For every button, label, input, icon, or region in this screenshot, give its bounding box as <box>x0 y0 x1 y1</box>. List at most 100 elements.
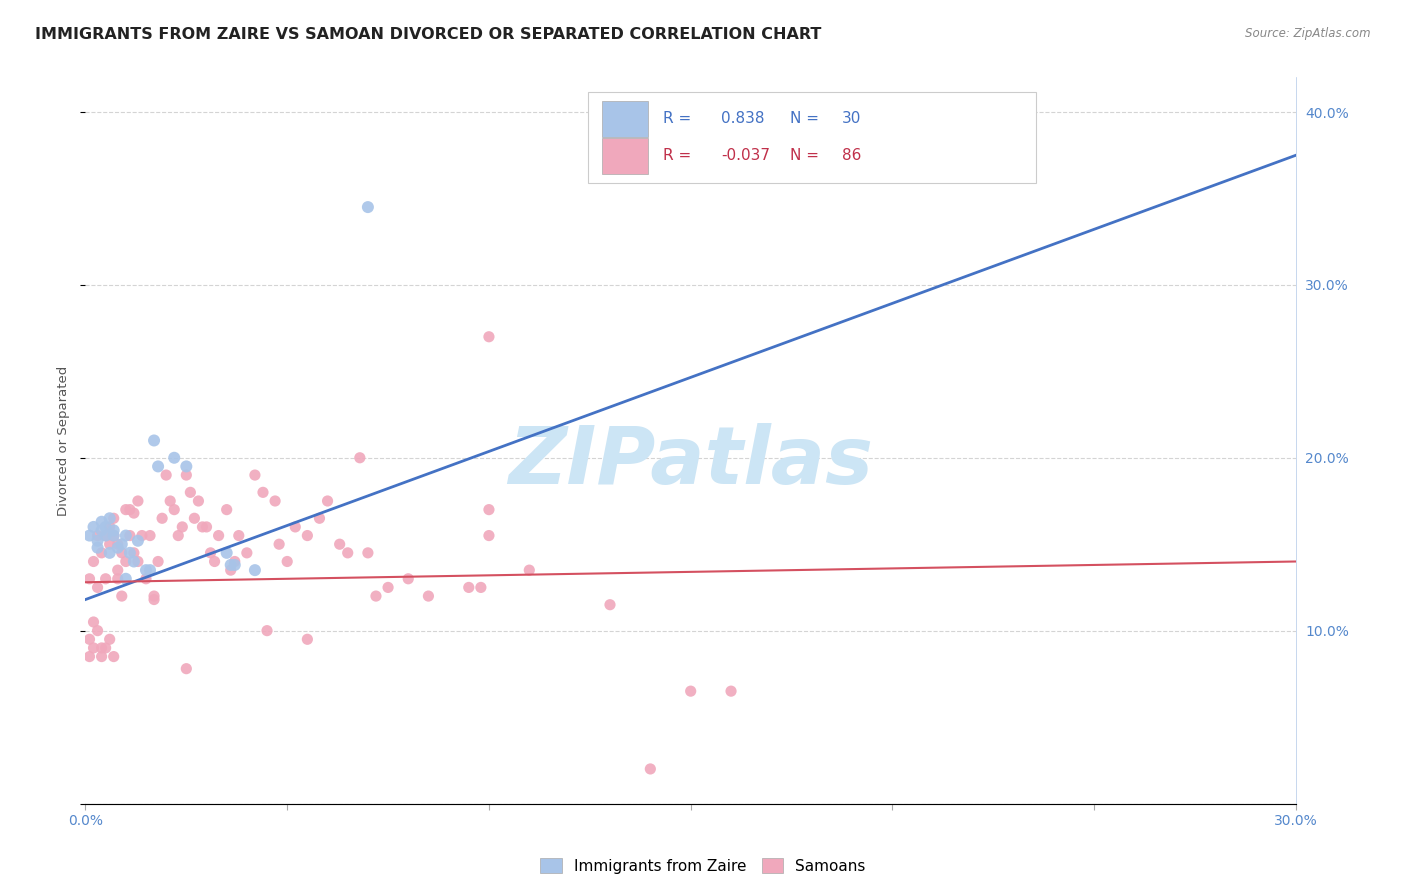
Point <box>122 546 145 560</box>
Point <box>150 511 173 525</box>
Point <box>79 632 101 647</box>
Point <box>599 598 621 612</box>
FancyBboxPatch shape <box>602 137 648 174</box>
Point <box>284 520 307 534</box>
Text: N =: N = <box>790 112 824 127</box>
Point <box>478 528 501 542</box>
Point <box>478 330 501 344</box>
Text: 0.838: 0.838 <box>721 112 765 127</box>
Point <box>720 684 742 698</box>
Point <box>98 632 121 647</box>
Point <box>94 528 117 542</box>
Point <box>98 520 121 534</box>
Point <box>114 528 136 542</box>
Point <box>228 528 250 542</box>
Point <box>114 554 136 568</box>
Point <box>90 546 112 560</box>
Text: 86: 86 <box>842 148 862 163</box>
Point <box>517 563 540 577</box>
Point <box>118 546 141 560</box>
Point <box>224 554 246 568</box>
Point <box>457 581 479 595</box>
Point <box>176 662 198 676</box>
Point <box>143 589 166 603</box>
Point <box>127 494 149 508</box>
Point <box>139 563 162 577</box>
Point <box>297 632 319 647</box>
Point <box>276 554 298 568</box>
Point <box>243 563 266 577</box>
Point <box>90 524 112 538</box>
Text: 30: 30 <box>842 112 862 127</box>
Point <box>98 546 121 560</box>
Point <box>200 546 222 560</box>
Point <box>98 511 121 525</box>
Point <box>219 563 242 577</box>
Point <box>86 624 108 638</box>
Point <box>127 554 149 568</box>
Text: IMMIGRANTS FROM ZAIRE VS SAMOAN DIVORCED OR SEPARATED CORRELATION CHART: IMMIGRANTS FROM ZAIRE VS SAMOAN DIVORCED… <box>35 27 821 42</box>
Point <box>195 520 218 534</box>
Point <box>204 554 226 568</box>
Point <box>243 468 266 483</box>
Point <box>103 511 125 525</box>
Point <box>86 581 108 595</box>
Point <box>183 511 205 525</box>
Point <box>329 537 352 551</box>
Point <box>297 528 319 542</box>
Point <box>349 450 371 465</box>
Point <box>357 200 380 214</box>
Point <box>127 533 149 548</box>
Point <box>470 581 492 595</box>
Point <box>357 546 380 560</box>
Point <box>111 589 134 603</box>
Point <box>83 554 105 568</box>
Point <box>146 554 169 568</box>
Text: ZIPatlas: ZIPatlas <box>508 424 873 501</box>
Point <box>103 524 125 538</box>
Point <box>79 649 101 664</box>
Text: -0.037: -0.037 <box>721 148 770 163</box>
FancyBboxPatch shape <box>602 101 648 137</box>
Point <box>94 520 117 534</box>
Point <box>143 592 166 607</box>
Point <box>308 511 330 525</box>
Point <box>159 494 181 508</box>
Point <box>86 533 108 548</box>
Point <box>90 649 112 664</box>
Point <box>364 589 387 603</box>
Point <box>122 554 145 568</box>
Point <box>336 546 359 560</box>
Point <box>111 537 134 551</box>
Point <box>146 459 169 474</box>
Point <box>90 515 112 529</box>
Point <box>377 581 399 595</box>
Point <box>107 572 129 586</box>
Point <box>107 541 129 555</box>
Point <box>103 649 125 664</box>
Point <box>172 520 194 534</box>
Point <box>269 537 291 551</box>
Point <box>207 528 229 542</box>
Point <box>86 541 108 555</box>
Point <box>155 468 177 483</box>
Point <box>215 502 238 516</box>
FancyBboxPatch shape <box>588 92 1036 183</box>
Point <box>83 615 105 629</box>
Point <box>478 502 501 516</box>
Point <box>139 528 162 542</box>
Point <box>396 572 419 586</box>
Point <box>98 537 121 551</box>
Point <box>79 572 101 586</box>
Point <box>103 528 125 542</box>
Point <box>236 546 259 560</box>
Point <box>94 528 117 542</box>
Point <box>131 528 153 542</box>
Point <box>224 558 246 572</box>
Point <box>179 485 201 500</box>
Point <box>94 640 117 655</box>
Text: R =: R = <box>662 148 696 163</box>
Point <box>316 494 339 508</box>
Point <box>135 563 157 577</box>
Point <box>640 762 662 776</box>
